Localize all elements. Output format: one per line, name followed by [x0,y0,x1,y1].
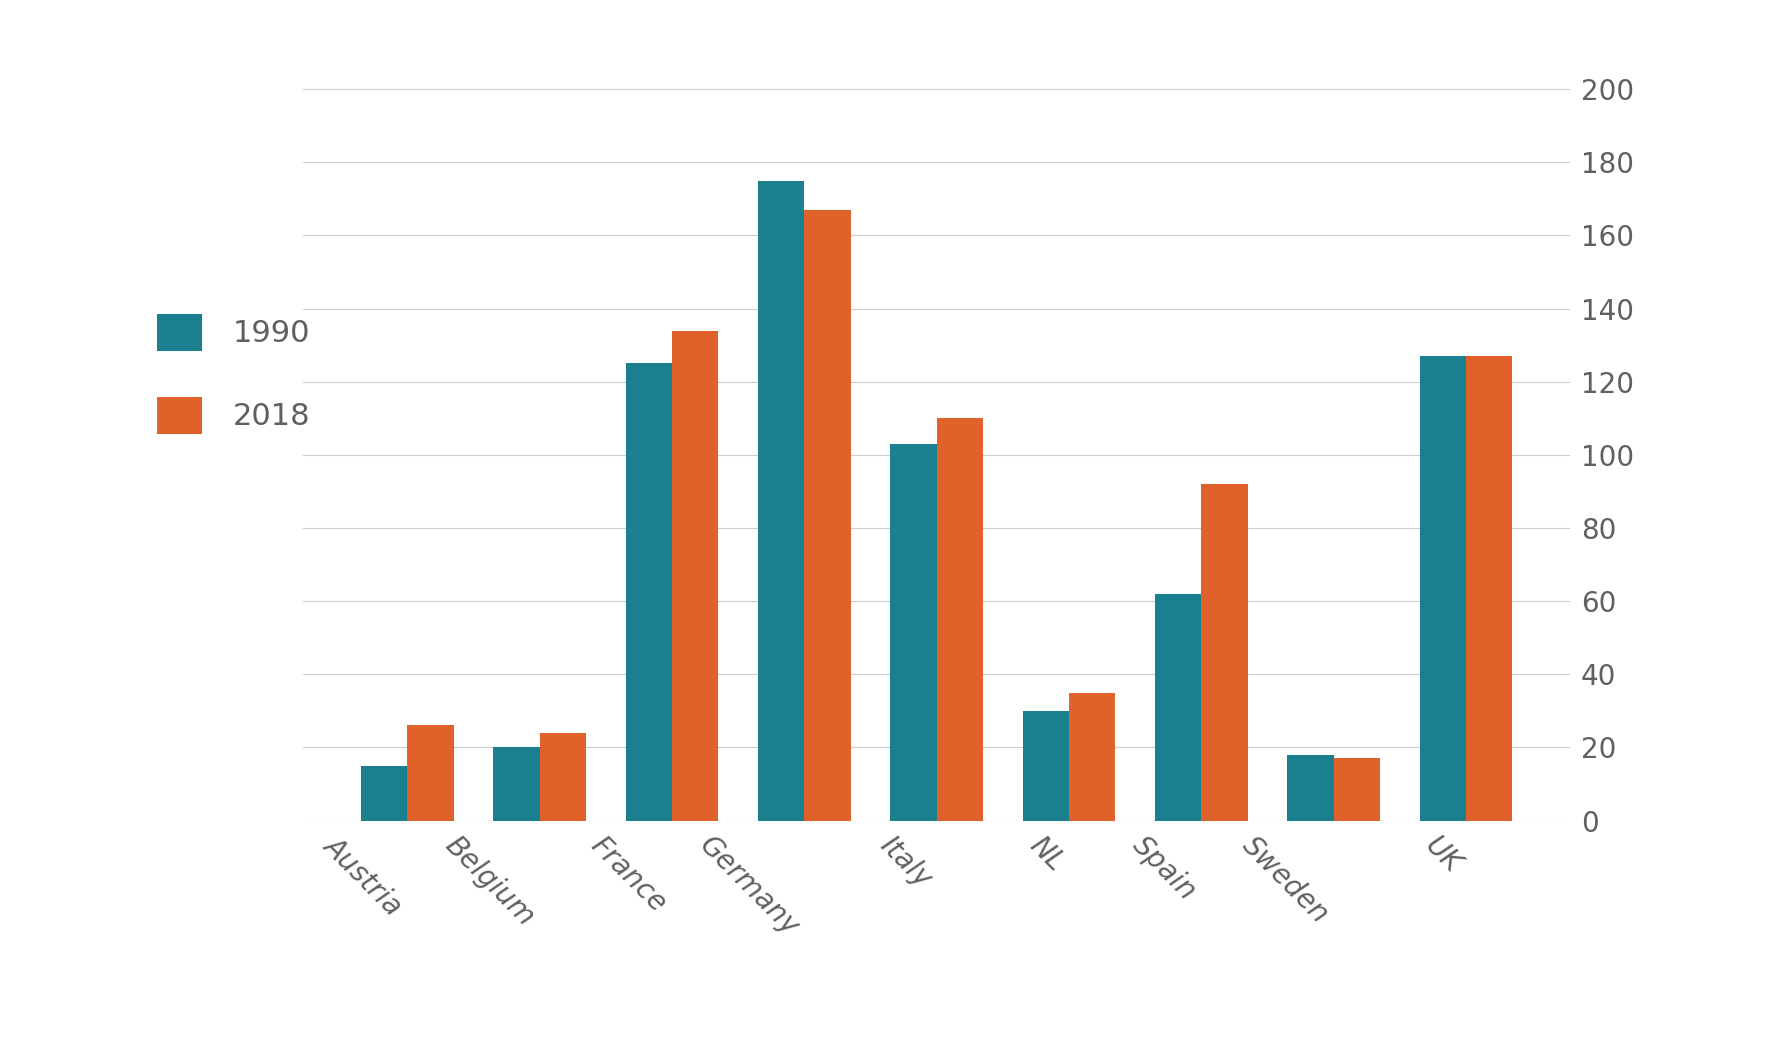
Bar [758,181,805,821]
Bar [1334,758,1381,821]
Bar [407,726,453,821]
Bar [1154,593,1201,821]
Bar [1069,692,1115,821]
Bar [1022,711,1069,821]
Bar [1420,357,1466,821]
Bar [1288,754,1334,821]
Bar [805,209,851,821]
Bar [1201,484,1247,821]
Bar [673,330,719,821]
Bar [890,444,937,821]
Bar [1466,357,1513,821]
Bar [360,766,407,821]
Bar [492,747,539,821]
Bar [626,363,673,821]
Bar [937,419,983,821]
Bar [539,733,585,821]
Legend: 1990, 2018: 1990, 2018 [141,299,326,449]
